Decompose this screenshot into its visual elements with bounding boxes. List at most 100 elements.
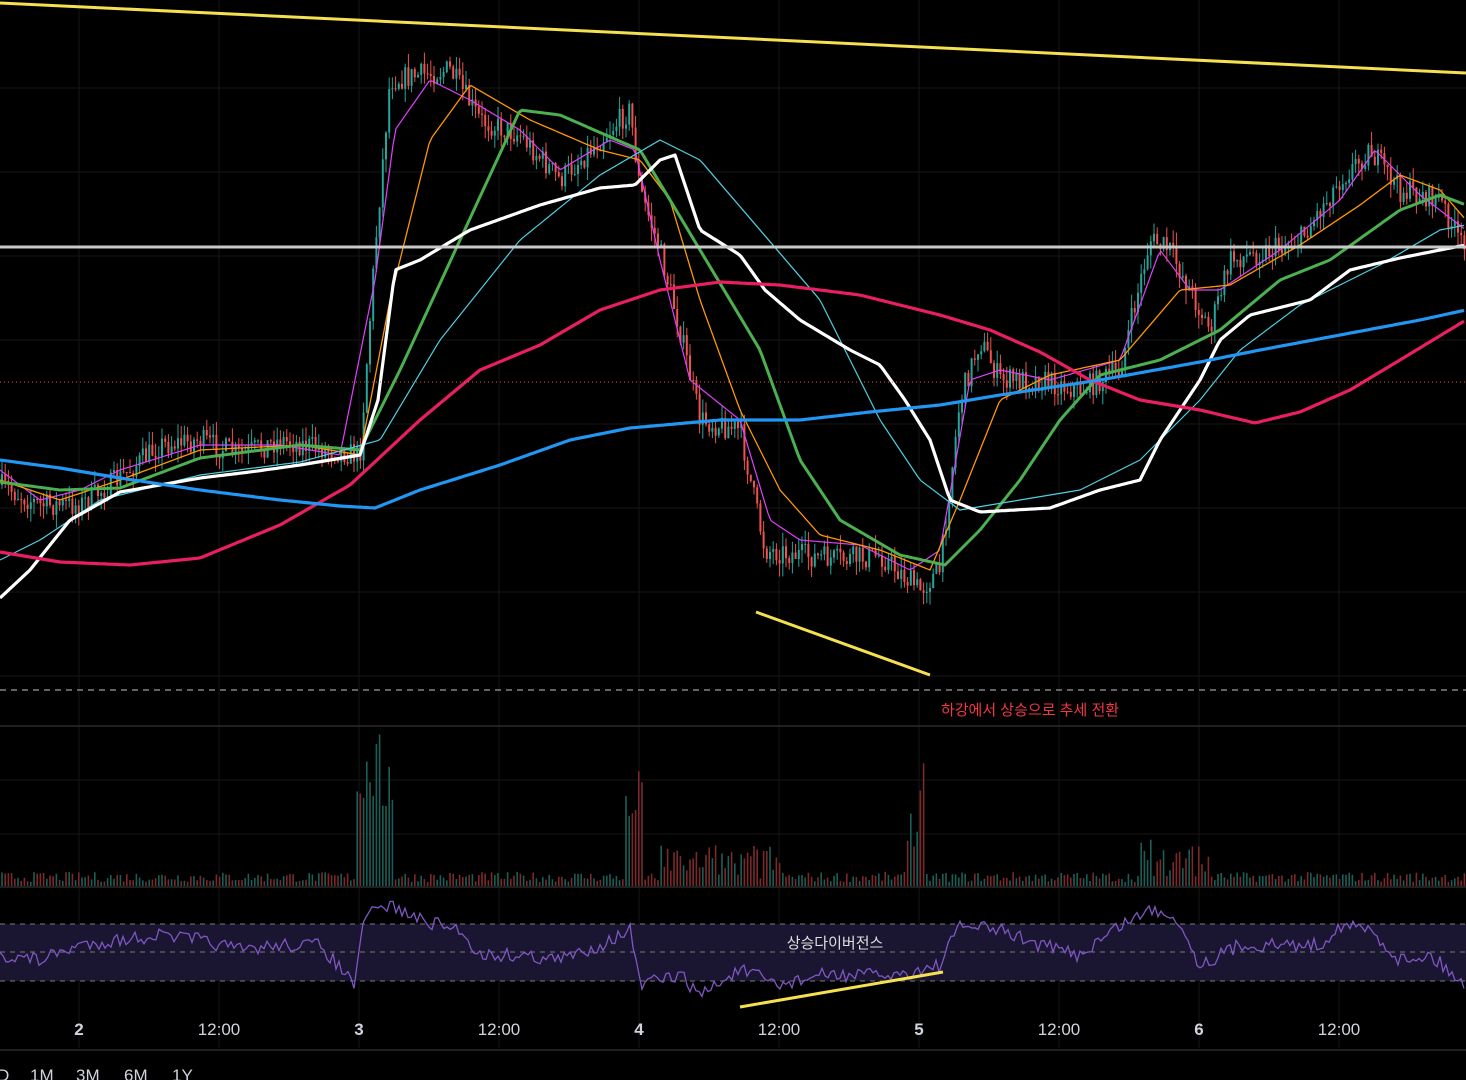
candle-body [164,438,167,442]
candle-body [343,449,346,462]
volume-bar [574,873,576,886]
candle-body [148,444,151,462]
candle-body [1434,197,1437,206]
volume-bar [1156,861,1158,886]
volume-bar [366,761,368,886]
candle-body [733,421,736,429]
volume-bar [881,880,883,886]
candle-body [356,445,359,462]
volume-bar [1095,875,1098,886]
time-axis-label: 6 [1194,1020,1203,1039]
volume-bar [20,880,22,886]
rsi-pane[interactable] [0,900,1466,1051]
candle-body [570,164,573,175]
candle-body [705,412,707,425]
timeframe-d-button[interactable]: D [0,1066,10,1080]
timeframe-3m-button[interactable]: 3M [76,1066,100,1080]
volume-bar [826,877,829,886]
volume-bar [1268,874,1270,886]
candle-body [1370,144,1373,157]
candle-body [1073,385,1075,397]
candle-body [1281,249,1283,254]
timeframe-6m-button[interactable]: 6M [124,1066,148,1080]
volume-bar [94,872,96,886]
volume-bar [996,874,998,886]
volume-bar [100,881,102,886]
timeframe-1y-button[interactable]: 1Y [172,1066,193,1080]
candle-body [1341,184,1344,191]
time-axis-label: 5 [914,1020,923,1039]
volume-bar [926,873,928,886]
volume-bar [817,877,819,886]
candle-body [250,442,253,446]
candle-body [711,427,714,432]
candle-body [257,440,259,442]
candle-body [1271,256,1274,258]
candle-body [916,579,919,586]
volume-bar [1230,873,1232,886]
candle-body [61,499,64,506]
candle-body [372,268,375,322]
rsi-divergence-annotation: 상승다이버전스 [787,935,884,952]
candle-body [1268,245,1271,257]
volume-pane[interactable] [0,734,1466,888]
volume-bar [1281,875,1283,886]
candle-body [554,163,557,173]
candle-body [669,284,672,286]
time-axis[interactable]: 2 12:00 3 12:00 4 12:00 5 12:00 6 12:00 [74,1020,1360,1039]
candle-body [212,434,215,438]
candle-body [314,436,317,451]
volume-bar [1002,877,1005,886]
volume-bar [420,875,422,886]
volume-bar [218,876,221,886]
candle-body [129,472,131,474]
volume-bar [324,872,326,886]
candle-body [471,99,474,106]
candle-body [1460,232,1463,236]
candle-body [87,497,90,509]
volume-bar [340,873,342,886]
volume-bar [954,874,957,886]
candle-body [964,372,967,400]
volume-bar [1444,874,1446,886]
candle-body [929,588,931,592]
volume-bar [788,874,790,886]
candle-body [794,552,797,559]
candle-body [1210,326,1213,332]
volume-bar [1370,875,1373,886]
volume-bar [68,872,70,886]
volume-bar [1134,881,1136,886]
volume-bar [26,881,29,886]
price-pane[interactable] [0,1,1466,727]
volume-bar [606,875,608,886]
timeframe-1m-button[interactable]: 1M [30,1066,54,1080]
volume-bar [302,880,304,886]
volume-bar [231,880,234,886]
volume-bar [23,877,26,886]
volume-bar [39,873,42,886]
volume-bar [1159,859,1162,886]
volume-bar [122,881,125,886]
candle-body [1143,269,1146,274]
candle-body [791,552,794,563]
volume-bar [721,853,723,886]
candle-body [1313,220,1315,227]
candle-body [1441,194,1443,201]
candle-body [461,75,464,89]
volume-bar [1031,880,1034,886]
volume-bar [596,881,598,886]
candle-body [279,439,282,448]
candle-body [541,151,544,159]
candle-body [1236,259,1239,262]
candle-body [1252,252,1255,254]
volume-bar [1361,872,1363,886]
candle-body [1207,316,1210,327]
volume-bar [183,880,186,886]
candle-body [897,571,899,580]
volume-bar [1390,879,1392,886]
volume-bar [1271,873,1274,886]
candle-body [1463,235,1466,250]
candle-body [538,155,541,159]
volume-bar [567,881,570,886]
